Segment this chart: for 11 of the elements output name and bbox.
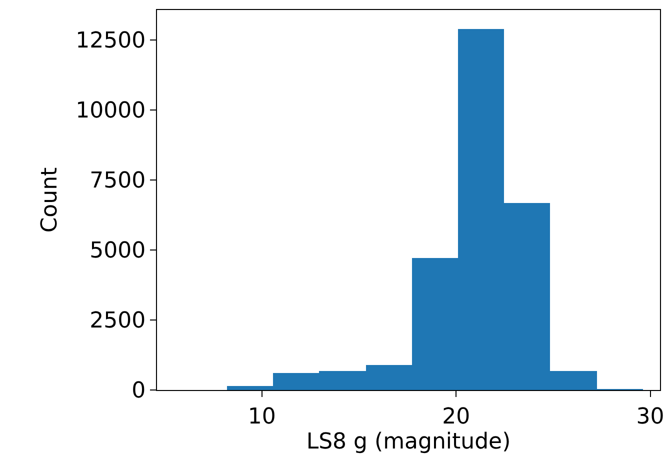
- y-tick-label: 5000: [90, 238, 146, 264]
- x-tick-label: 10: [248, 404, 276, 430]
- y-tick-label: 10000: [76, 98, 146, 124]
- y-tick-label: 2500: [90, 308, 146, 334]
- y-axis-title: Count: [37, 166, 62, 233]
- y-tick-label: 7500: [90, 168, 146, 194]
- x-tick-label: 30: [636, 404, 664, 430]
- y-tick-label: 0: [132, 378, 146, 404]
- y-tick-label: 12500: [76, 28, 146, 54]
- x-tick-label: 20: [442, 404, 470, 430]
- x-axis-title: LS8 g (magnitude): [306, 429, 511, 454]
